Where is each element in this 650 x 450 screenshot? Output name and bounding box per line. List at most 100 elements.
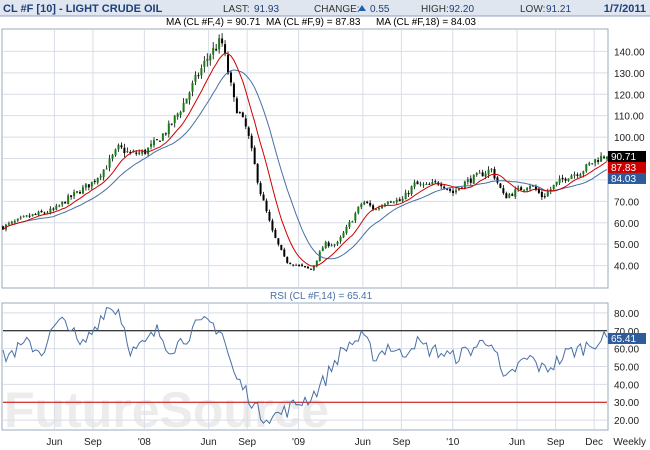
rsi-current-label: 65.41	[608, 332, 646, 345]
ma18-legend: MA (CL #F,18) = 84.03	[376, 17, 476, 28]
change-up-arrow-icon	[358, 5, 366, 11]
candle-body	[84, 184, 87, 188]
x-tick-label: Jun	[201, 437, 217, 448]
candle-body	[466, 179, 469, 182]
candle-body	[496, 177, 499, 183]
candle-body	[570, 175, 573, 179]
candle-body	[446, 188, 449, 190]
candle-body	[555, 181, 558, 185]
candle-body	[280, 244, 283, 250]
candle-body	[191, 82, 194, 92]
candle-body	[10, 221, 13, 224]
candle-body	[126, 151, 129, 153]
candle-body	[582, 171, 585, 174]
candle-body	[58, 205, 61, 207]
candle-body	[534, 186, 537, 190]
candle-body	[232, 83, 235, 98]
candle-body	[19, 217, 22, 219]
candle-body	[603, 156, 606, 158]
candle-body	[481, 172, 484, 177]
candle-body	[449, 188, 452, 191]
candle-body	[386, 202, 389, 204]
candle-body	[304, 266, 306, 268]
candle-body	[529, 186, 532, 189]
price-y-tick-label: 50.00	[614, 240, 639, 251]
candle-body	[339, 237, 342, 242]
candle-body	[540, 191, 543, 198]
candle-body	[46, 212, 49, 214]
candle-body	[591, 163, 594, 165]
candle-body	[546, 191, 549, 197]
candle-body	[493, 169, 496, 179]
candle-body	[2, 226, 4, 230]
price-current-label-box	[608, 150, 646, 162]
candle-body	[490, 168, 493, 170]
candle-body	[452, 190, 455, 193]
x-tick-label: Dec	[585, 437, 603, 448]
candle-body	[351, 221, 354, 223]
rsi-panel: 20.00 30.00 40.00 50.00 60.00 70.00 80.00 65.4…	[1, 291, 646, 431]
candle-body	[147, 147, 150, 154]
candle-body	[289, 263, 292, 265]
candle-body	[363, 202, 366, 205]
candle-body	[99, 176, 102, 178]
rsi-y-tick-label: 50.00	[614, 363, 639, 374]
candle-body	[460, 187, 463, 189]
candle-body	[395, 199, 398, 203]
candle-body	[25, 215, 28, 217]
high-value: 92.20	[449, 4, 474, 15]
candle-body	[505, 193, 508, 199]
candle-body	[188, 92, 191, 100]
candle-body	[478, 172, 481, 174]
ma9-legend: MA (CL #F,9) = 87.83	[266, 17, 361, 28]
candle-body	[37, 211, 40, 216]
candle-body	[114, 149, 117, 156]
candle-body	[564, 178, 567, 181]
candle-body	[389, 201, 392, 203]
x-tick-label: Jun	[509, 437, 525, 448]
candle-body	[416, 181, 419, 185]
candle-body	[218, 38, 221, 50]
candle-body	[179, 111, 182, 115]
candle-body	[517, 187, 520, 190]
candle-body	[366, 201, 369, 204]
candle-body	[120, 145, 123, 148]
candle-body	[138, 152, 141, 154]
candle-body	[413, 182, 416, 187]
candle-body	[40, 210, 43, 213]
candle-body	[330, 245, 333, 247]
candle-body	[70, 195, 73, 197]
candle-body	[561, 177, 564, 180]
price-y-tick-label: 110.00	[614, 112, 644, 123]
candle-body	[117, 144, 120, 150]
candle-body	[543, 196, 546, 198]
candle-body	[250, 135, 253, 149]
candle-body	[194, 74, 197, 82]
candle-body	[108, 158, 111, 168]
candle-body	[354, 213, 357, 221]
price-current-label-box	[608, 172, 646, 184]
rsi-y-tick-label: 60.00	[614, 345, 639, 356]
candle-body	[173, 115, 176, 124]
x-tick-label: '09	[292, 437, 305, 448]
candle-body	[67, 195, 70, 204]
candle-body	[309, 268, 312, 270]
rsi-y-tick-label: 20.00	[614, 416, 639, 427]
rsi-y-tick-label: 70.00	[614, 327, 639, 338]
candle-body	[324, 242, 327, 248]
price-current-label-text: 87.83	[611, 163, 636, 174]
candle-body	[7, 223, 10, 225]
candle-body	[499, 183, 502, 188]
candle-body	[155, 139, 158, 141]
rsi-current-label-box	[608, 332, 646, 344]
rsi-series-line	[2, 306, 608, 425]
candle-body	[511, 193, 514, 196]
candle-body	[52, 208, 55, 210]
candle-body	[102, 169, 105, 178]
candle-body	[200, 68, 203, 76]
candle-body	[315, 260, 318, 266]
candle-body	[93, 180, 96, 183]
candle-body	[514, 189, 517, 197]
candle-body	[253, 147, 256, 165]
